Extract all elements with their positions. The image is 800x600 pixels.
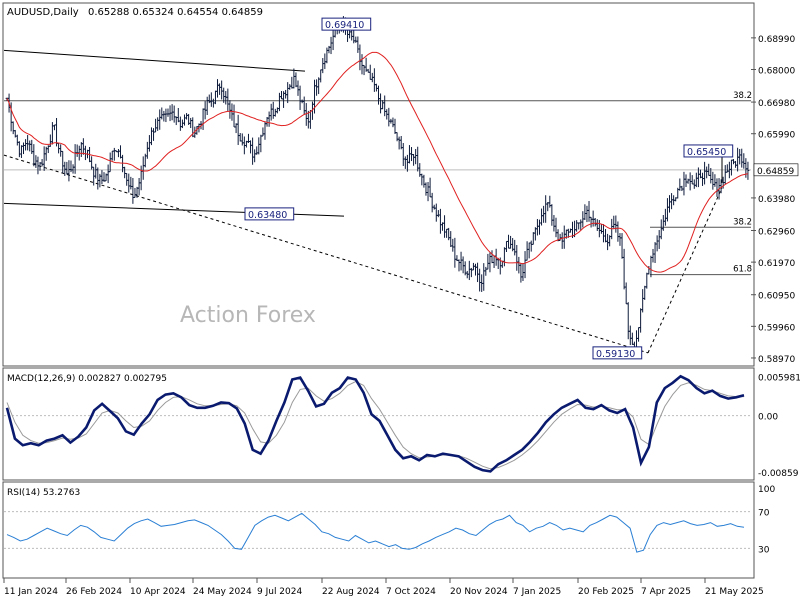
low-label: 0.59130 <box>592 346 643 360</box>
macd-y-label: 0.00 <box>758 413 778 423</box>
recent-high-label-text: 0.65450 <box>687 147 726 158</box>
rsi-y-label: 70 <box>758 509 770 519</box>
watermark: Action Forex <box>180 303 316 328</box>
recent-high-label-box <box>683 144 734 158</box>
high-label-box <box>321 17 372 31</box>
symbol-label: AUDUSD,Daily <box>7 7 79 18</box>
fib-618-label: 61.8 <box>733 265 752 275</box>
low2-label: 0.63480 <box>244 207 295 221</box>
macd-panel-frame <box>2 367 755 481</box>
y-tick-label: 0.59960 <box>758 323 795 333</box>
rsi-panel: RSI(14) 53.2763 100 70 30 <box>2 481 775 579</box>
fib-382-top-label: 38.2 <box>733 91 752 101</box>
rsi-title: RSI(14) 53.2763 <box>7 488 80 498</box>
current-price-box <box>753 163 799 177</box>
y-tick-label: 0.63980 <box>758 195 795 205</box>
rsi-y-axis: 100 70 30 <box>4 485 775 555</box>
rsi-y-label: 30 <box>758 545 770 555</box>
upper-channel-line <box>3 49 306 72</box>
low-label-box <box>592 346 643 360</box>
y-tick-label: 0.65990 <box>758 131 795 141</box>
price-panel-frame <box>2 2 755 367</box>
current-price-value: 0.64859 <box>757 167 794 177</box>
macd-panel: MACD(12,26,9) 0.002827 0.002795 0.005981… <box>2 367 800 481</box>
x-tick-label: 20 Feb 2025 <box>578 587 634 597</box>
y-tick-label: 0.68990 <box>758 35 795 45</box>
price-annotations: 0.69410 0.63480 0.59130 0.65450 38.2 38.2 61.8 <box>244 17 752 360</box>
macd-y-axis: 0.005981 0.00 -0.00859 <box>4 373 800 479</box>
x-tick-label: 20 Nov 2024 <box>450 587 508 597</box>
x-tick-label: 26 Feb 2024 <box>66 587 122 597</box>
x-tick-label: 24 May 2024 <box>193 587 252 597</box>
high-label: 0.69410 <box>321 17 372 31</box>
y-tick-label: 0.61970 <box>758 259 795 269</box>
low2-label-text: 0.63480 <box>248 210 287 221</box>
y-tick-label: 0.66980 <box>758 99 795 109</box>
current-price-tag: 0.64859 <box>753 163 799 177</box>
low-label-text: 0.59130 <box>596 349 635 360</box>
y-tick-label: 0.62960 <box>758 228 795 238</box>
high-label-text: 0.69410 <box>325 20 364 31</box>
ohlc-label: 0.65288 0.65324 0.64554 0.64859 <box>88 7 263 18</box>
x-tick-label: 7 Oct 2024 <box>386 587 436 597</box>
x-tick-label: 11 Jan 2024 <box>4 587 58 597</box>
x-tick-label: 21 May 2025 <box>705 587 764 597</box>
rsi-line <box>6 512 745 553</box>
macd-y-label: 0.005981 <box>758 373 800 383</box>
dashed-support-line <box>3 154 649 354</box>
fib-382-bottom-label: 38.2 <box>733 217 752 227</box>
price-panel: AUDUSD,Daily 0.65288 0.65324 0.64554 0.6… <box>2 2 799 367</box>
y-tick-label: 0.60950 <box>758 292 795 302</box>
price-y-axis: 0.68990 0.68000 0.66980 0.65990 0.64859 0.639… <box>751 35 799 365</box>
y-tick-label: 0.68000 <box>758 66 795 76</box>
x-axis: 11 Jan 2024 26 Feb 2024 10 Apr 2024 24 May … <box>3 578 764 597</box>
macd-main-line <box>5 374 745 473</box>
trendlines <box>3 49 751 354</box>
candle <box>746 161 750 180</box>
x-tick-label: 9 Jul 2024 <box>257 587 302 597</box>
x-tick-label: 22 Aug 2024 <box>322 587 380 597</box>
y-tick-label: 0.58970 <box>758 355 795 365</box>
macd-y-label: -0.00859 <box>758 469 799 479</box>
x-tick-label: 10 Apr 2024 <box>130 587 186 597</box>
recent-high-label: 0.65450 <box>683 144 734 158</box>
moving-average-line <box>6 51 748 273</box>
low2-label-box <box>244 207 295 221</box>
dashed-rebound-line <box>647 187 723 354</box>
macd-title: MACD(12,26,9) 0.002827 0.002795 <box>7 374 167 384</box>
x-tick-label: 7 Apr 2025 <box>641 587 691 597</box>
rsi-y-label: 100 <box>758 485 775 495</box>
rsi-panel-frame <box>2 481 755 579</box>
x-tick-label: 7 Jan 2025 <box>513 587 561 597</box>
